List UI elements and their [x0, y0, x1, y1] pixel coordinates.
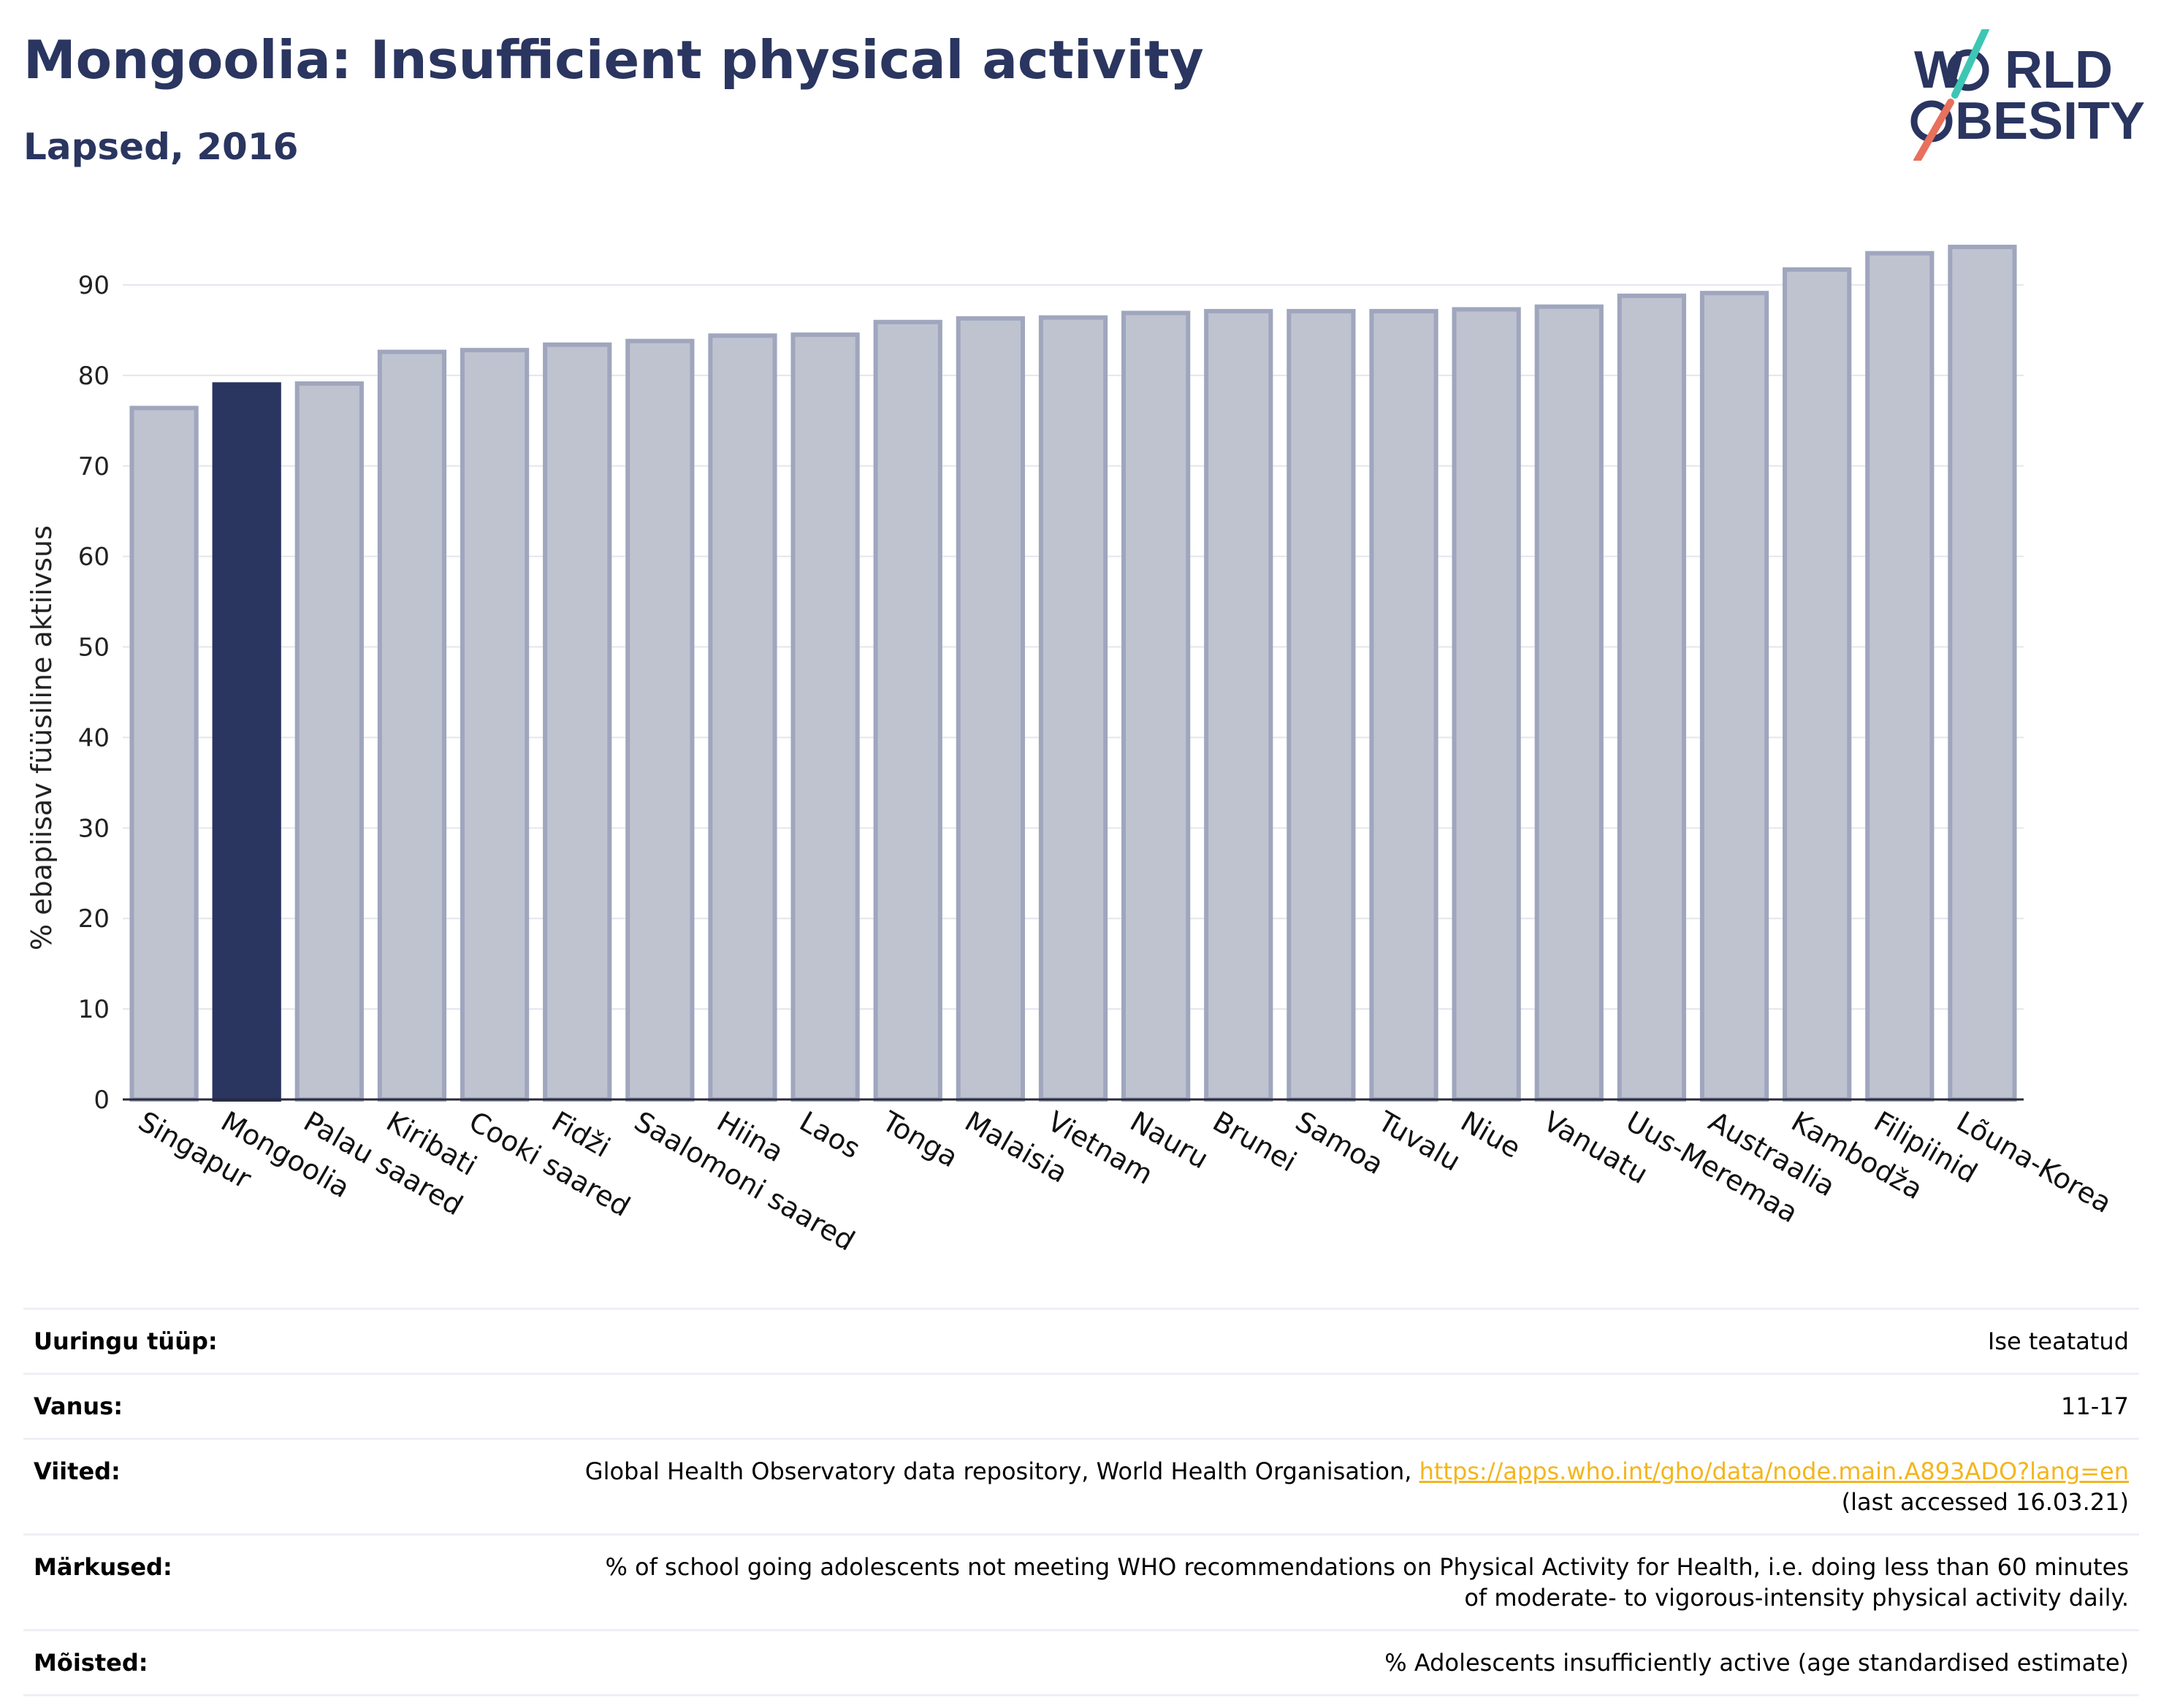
meta-row-references: Viited: Global Health Observatory data r… [23, 1438, 2139, 1533]
bar-niue [1452, 307, 1521, 1102]
meta-row-notes: Märkused: % of school going adolescents … [23, 1533, 2139, 1629]
y-tick-label: 0 [94, 1086, 110, 1115]
definitions-value: % Adolescents insufficiently active (age… [1384, 1649, 2129, 1677]
bar-saalomoni-saared [625, 338, 695, 1102]
logo-slash-top [1951, 29, 1989, 99]
page-subtitle: Lapsed, 2016 [23, 126, 299, 168]
bar-austraalia [1699, 291, 1769, 1102]
y-tick-label: 50 [78, 633, 110, 663]
bar-kiribati [377, 349, 447, 1102]
bar-l-una-korea [1948, 244, 2017, 1102]
bar-fid-i [543, 342, 612, 1102]
logo-line2-post: BESITY [1955, 92, 2145, 150]
y-tick-label: 30 [78, 814, 110, 843]
bar-samoa [1287, 308, 1356, 1102]
bar-kambod-a [1783, 267, 1852, 1102]
bar-tuvalu [1369, 308, 1438, 1102]
x-tick-label: Niue [1455, 1105, 1526, 1164]
y-tick-label: 20 [78, 904, 110, 934]
bar-laos [790, 332, 860, 1102]
x-tick-label: Tonga [876, 1105, 963, 1173]
definitions-label: Mõisted: [34, 1649, 148, 1677]
bar-brunei [1204, 308, 1273, 1102]
x-tick-label: Brunei [1208, 1105, 1302, 1178]
page-title: Mongoolia: Insufficient physical activit… [23, 29, 1204, 91]
bar-tonga [873, 319, 942, 1102]
notes-label: Märkused: [34, 1553, 172, 1581]
svg-text:WORLD: WORLD [1914, 41, 2113, 99]
survey-type-value: Ise teatatud [1987, 1327, 2129, 1355]
y-tick-label: 10 [78, 995, 110, 1024]
age-label: Vanus: [34, 1392, 123, 1420]
x-tick-label: Cooki saared [464, 1105, 636, 1223]
world-obesity-logo: WORLD OBESITY [1910, 29, 2145, 161]
bar-palau-saared [294, 381, 364, 1102]
bar-nauru [1121, 310, 1191, 1102]
bar-vanuatu [1534, 304, 1604, 1102]
references-accessed: (last accessed 16.03.21) [1841, 1488, 2129, 1516]
meta-row-survey-type: Uuringu tüüp: Ise teatatud [23, 1308, 2139, 1373]
references-text: Global Health Observatory data repositor… [584, 1457, 1419, 1485]
y-axis-ticks: 0 10 20 30 40 50 60 70 80 90 [78, 271, 110, 1115]
x-tick-label: Laos [794, 1105, 866, 1165]
y-tick-label: 80 [78, 362, 110, 391]
y-tick-label: 70 [78, 452, 110, 481]
bar-singapur [129, 405, 199, 1102]
bar-uus-meremaa [1617, 293, 1687, 1102]
bar-mongoolia [212, 382, 281, 1102]
logo-slash-bottom [1913, 99, 1954, 161]
bar-chart: 0 10 20 30 40 50 60 70 80 90 SingapurMongooliaPal… [26, 244, 2117, 1257]
logo-line1-post: RLD [2005, 41, 2113, 99]
survey-type-label: Uuringu tüüp: [34, 1327, 218, 1355]
notes-value: % of school going adolescents not meetin… [605, 1553, 2129, 1612]
y-tick-label: 90 [78, 271, 110, 300]
bar-filipiinid [1865, 251, 1935, 1102]
chart-bars [129, 244, 2017, 1102]
references-link[interactable]: https://apps.who.int/gho/data/node.main.… [1419, 1457, 2129, 1485]
y-tick-label: 60 [78, 543, 110, 572]
bar-malaisia [956, 316, 1025, 1102]
meta-row-definitions: Mõisted: % Adolescents insufficiently ac… [23, 1629, 2139, 1696]
svg-text:OBESITY: OBESITY [1914, 92, 2145, 150]
x-tick-label: Samoa [1290, 1105, 1389, 1181]
bar-vietnam [1038, 315, 1108, 1102]
references-label: Viited: [34, 1457, 121, 1485]
bar-hiina [708, 333, 777, 1102]
y-axis-label: % ebapiisav füüsiline aktiivsus [26, 525, 58, 950]
y-tick-label: 40 [78, 723, 110, 752]
metadata-table: Uuringu tüüp: Ise teatatud Vanus: 11-17 … [23, 1308, 2139, 1696]
references-value: Global Health Observatory data repositor… [585, 1456, 2139, 1517]
age-value: 11-17 [2061, 1392, 2129, 1420]
bar-cooki-saared [460, 348, 530, 1102]
meta-row-age: Vanus: 11-17 [23, 1373, 2139, 1438]
x-tick-label: Tuvalu [1372, 1105, 1466, 1178]
